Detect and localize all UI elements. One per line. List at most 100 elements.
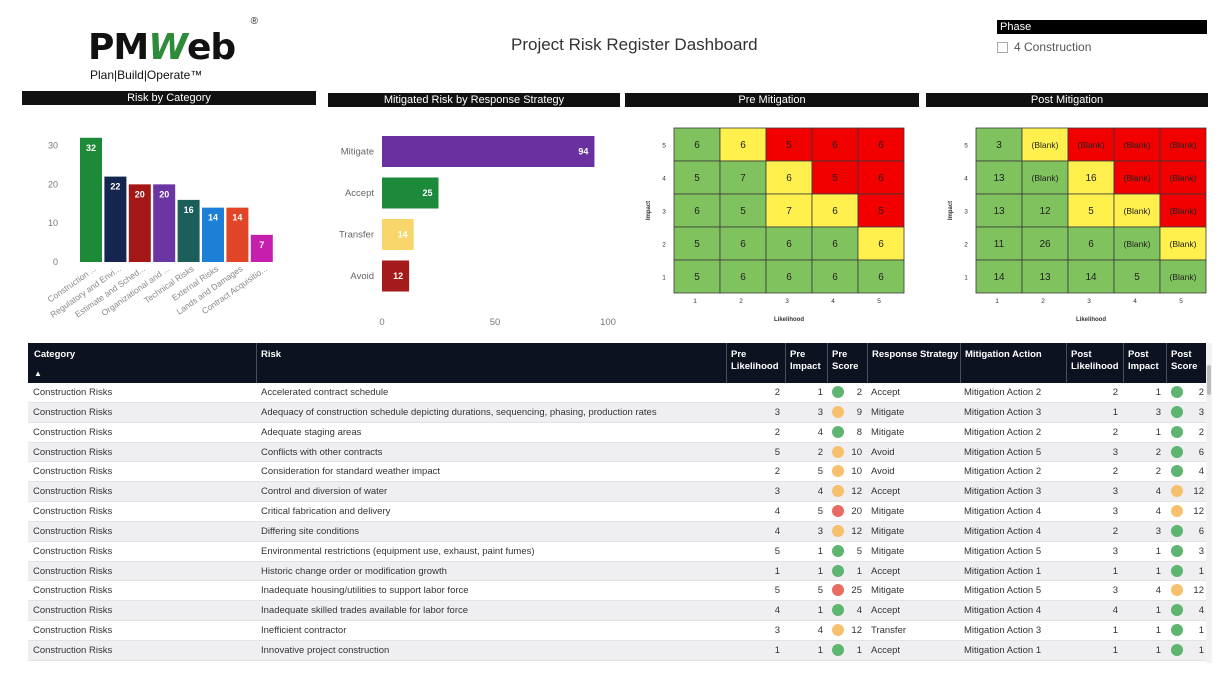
heatmap-cell[interactable] [857,226,905,261]
heatmap-cell[interactable] [719,226,767,261]
heatmap-cell[interactable] [719,160,767,195]
column-header-mitigation-action[interactable]: Mitigation Action [960,343,1042,383]
table-row[interactable]: Construction Risks Critical fabrication a… [28,502,1208,522]
heatmap-cell[interactable] [975,226,1023,261]
table-row[interactable]: Construction Risks Inadequate skilled tra… [28,601,1208,622]
dashboard-title: Project Risk Register Dashboard [511,35,758,54]
mitigation-action-cell: Mitigation Action 3 [964,406,1042,418]
sort-ascending-icon[interactable]: ▲ [34,369,42,378]
pre-likelihood-cell: 5 [774,585,780,597]
y-tick-label: Transfer [339,230,374,241]
heatmap-cell[interactable] [1159,226,1207,261]
bar[interactable] [226,207,249,262]
heatmap-cell[interactable] [719,193,767,228]
x-tick-label: 4 [831,298,835,305]
post-impact-cell: 1 [1155,565,1161,577]
bar[interactable] [104,176,127,262]
bar[interactable] [153,184,176,262]
pre-score-cell: 2 [856,387,862,398]
heatmap-cell[interactable] [1067,226,1115,261]
heatmap-cell[interactable] [673,259,721,294]
heatmap-cell[interactable] [975,193,1023,228]
heatmap-cell[interactable] [719,127,767,162]
table-row[interactable]: Construction Risks Adequate staging areas… [28,423,1208,443]
heatmap-cell[interactable] [975,160,1023,195]
pre-score-indicator-icon [832,584,844,597]
bar[interactable] [128,184,151,262]
column-header-response-strategy[interactable]: Response Strategy [867,343,958,383]
heatmap-cell[interactable] [673,127,721,162]
pre-mitigation-header: Pre Mitigation [625,93,919,107]
column-header-category[interactable]: Category [34,349,76,360]
table-scrollbar[interactable] [1206,343,1212,663]
column-header-risk[interactable]: Risk [256,343,281,383]
mitigation-action-cell: Mitigation Action 2 [964,466,1042,478]
heatmap-cell[interactable] [765,193,813,228]
table-row[interactable]: Construction Risks Environmental restrict… [28,542,1208,562]
table-row[interactable]: Construction Risks Accelerated contract s… [28,383,1208,403]
bar[interactable] [202,207,224,262]
bar[interactable] [80,137,102,262]
x-tick-label: 2 [1041,298,1045,305]
heatmap-cell[interactable] [975,259,1023,294]
column-header-post-impact[interactable]: Post Impact [1123,343,1159,383]
heatmap-cell[interactable] [857,259,905,294]
table-scrollbar-thumb[interactable] [1207,365,1211,395]
table-row[interactable]: Construction Risks Historic change order … [28,561,1208,582]
column-header-pre-impact[interactable]: Pre Impact [785,343,821,383]
post-score-indicator-icon [1171,405,1183,418]
bar[interactable] [382,177,439,209]
table-row[interactable]: Construction Risks Differing site conditi… [28,521,1208,542]
heatmap-cell[interactable] [1159,127,1207,162]
column-header-post-likelihood[interactable]: Post Likelihood [1066,343,1119,383]
heatmap-cell[interactable] [811,127,859,162]
table-row[interactable]: Construction Risks Innovative project con… [28,640,1208,661]
bar[interactable] [177,199,200,262]
heatmap-cell[interactable] [857,160,905,195]
heatmap-cell[interactable] [673,160,721,195]
bar[interactable] [382,219,414,250]
heatmap-cell[interactable] [765,160,813,195]
table-row[interactable]: Construction Risks Inefficient contractor… [28,621,1208,641]
heatmap-cell[interactable] [857,127,905,162]
heatmap-cell[interactable] [1067,259,1115,294]
table-row[interactable]: Construction Risks Conflicts with other c… [28,442,1208,463]
bar[interactable] [382,260,410,292]
heatmap-cell[interactable] [1113,127,1161,162]
pre-impact-cell: 1 [817,565,823,577]
column-header-pre-score[interactable]: Pre Score [827,343,858,383]
x-tick-label: 5 [877,298,881,305]
heatmap-cell[interactable] [1021,259,1069,294]
heatmap-cell[interactable] [1113,160,1161,195]
heatmap-cell[interactable] [1159,160,1207,195]
bar[interactable] [382,136,595,167]
pre-score-indicator-icon [832,465,844,478]
phase-option-4-construction[interactable]: 4 Construction [997,40,1207,54]
table-row[interactable]: Construction Risks Adequacy of constructi… [28,402,1208,423]
heatmap-cell-value: 16 [1085,173,1097,184]
table-row[interactable]: Construction Risks Consideration for stan… [28,462,1208,483]
heatmap-cell[interactable] [811,226,859,261]
y-tick-label: 1 [964,275,968,282]
table-row[interactable]: Construction Risks Inadequate housing/uti… [28,581,1208,602]
heatmap-cell[interactable] [1021,160,1069,195]
response-strategy-cell: Avoid [871,446,895,458]
heatmap-cell-value: 5 [878,206,884,217]
post-score-cell: 12 [1193,486,1204,498]
heatmap-cell[interactable] [673,226,721,261]
checkbox-icon[interactable] [997,41,1008,53]
heatmap-cell-value: (Blank) [1032,173,1059,183]
heatmap-cell[interactable] [1159,259,1207,294]
heatmap-cell-value: (Blank) [1032,140,1059,150]
table-row[interactable]: Construction Risks Control and diversion … [28,482,1208,503]
bar[interactable] [250,234,273,262]
mitigated-risk-chart: Mitigate 94 Accept 25 Transfer 14 Avoid 12 0 50 10… [339,136,616,328]
column-header-post-score[interactable]: Post Score [1166,343,1197,383]
heatmap-cell[interactable] [719,259,767,294]
heatmap-cell[interactable] [673,193,721,228]
column-header-pre-likelihood[interactable]: Pre Likelihood [726,343,779,383]
y-tick-label: 4 [662,176,666,183]
heatmap-cell[interactable] [1159,193,1207,228]
heatmap-cell[interactable] [1113,226,1161,261]
heatmap-cell[interactable] [1067,193,1115,228]
